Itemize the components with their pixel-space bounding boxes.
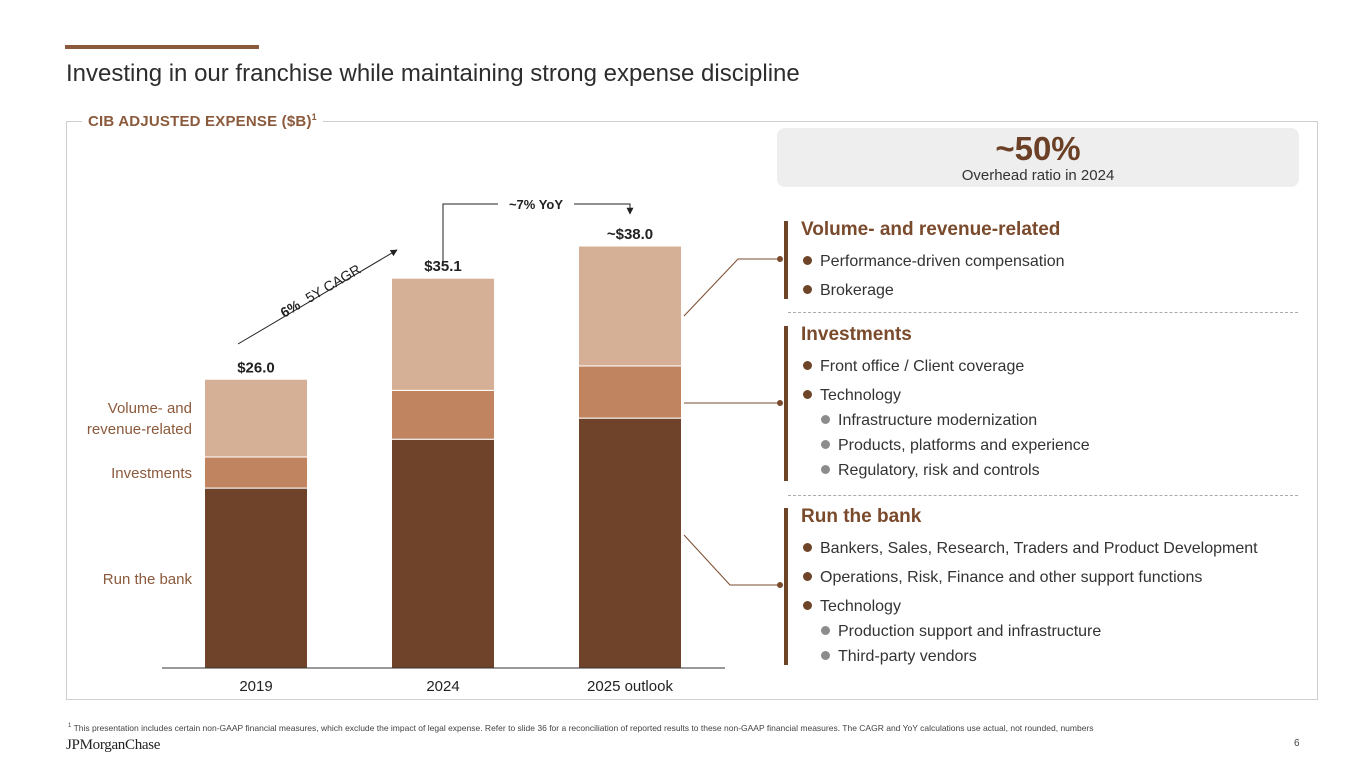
sub-bullet-dot-icon: [821, 440, 830, 449]
bullet-text: Performance-driven compensation: [820, 253, 1065, 270]
footnote-text: This presentation includes certain non-G…: [73, 723, 1094, 733]
sub-bullet-item: Products, platforms and experience: [821, 436, 1090, 456]
cagr-value: 6%: [277, 296, 303, 320]
series-label-run-the-bank: Run the bank: [103, 571, 193, 588]
bar-run-the-bank-2025-outlook: [578, 417, 682, 669]
category-run-the-bank-title: Run the bank: [801, 506, 922, 527]
sub-bullet-dot-icon: [821, 651, 830, 660]
bullet-text: Third-party vendors: [838, 648, 977, 665]
sub-bullet-item: Infrastructure modernization: [821, 411, 1037, 431]
bullet-item: Brokerage: [803, 281, 894, 301]
connector-run-the-bank: [683, 534, 780, 586]
category-volume-rule: [784, 221, 788, 299]
x-tick-label-2025-outlook: 2025 outlook: [587, 678, 673, 695]
bullet-dot-icon: [803, 543, 812, 552]
company-logo: JPMorganChase: [66, 737, 161, 753]
cagr-arrow: [237, 249, 398, 345]
category-volume-title: Volume- and revenue-related: [801, 219, 1061, 240]
category-divider: [788, 312, 1298, 313]
panel-title: CIB ADJUSTED EXPENSE ($B)1: [82, 112, 323, 130]
bullet-dot-icon: [803, 572, 812, 581]
title-accent-bar: [65, 45, 259, 49]
yoy-connector: [442, 203, 630, 262]
connector-volume-dot: [777, 256, 783, 262]
x-tick-label-2024: 2024: [426, 678, 459, 695]
sub-bullet-dot-icon: [821, 465, 830, 474]
total-label-2025-outlook: ~$38.0: [607, 226, 653, 243]
chart-panel: [66, 121, 1318, 700]
bullet-text: Bankers, Sales, Research, Traders and Pr…: [820, 540, 1258, 557]
sub-bullet-item: Production support and infrastructure: [821, 622, 1101, 642]
bullet-item: Performance-driven compensation: [803, 252, 1065, 272]
bullet-text: Regulatory, risk and controls: [838, 462, 1040, 479]
bullet-text: Technology: [820, 387, 901, 404]
page-title: Investing in our franchise while maintai…: [66, 60, 800, 87]
overhead-callout: ~50% Overhead ratio in 2024: [777, 128, 1299, 187]
bar-run-the-bank-2024: [391, 438, 495, 669]
page-number: 6: [1294, 738, 1300, 749]
bullet-dot-icon: [803, 390, 812, 399]
bullet-dot-icon: [803, 285, 812, 294]
bar-volume-and-revenue-related-2024: [391, 277, 495, 391]
footnote-mark: 1: [68, 723, 72, 730]
bullet-text: Infrastructure modernization: [838, 412, 1038, 429]
bullet-dot-icon: [803, 601, 812, 610]
overhead-value: ~50%: [995, 130, 1081, 167]
category-run-the-bank-rule: [784, 508, 788, 665]
bullet-dot-icon: [803, 361, 812, 370]
panel-title-text: CIB ADJUSTED EXPENSE ($B): [88, 113, 312, 130]
footnote: 1 This presentation includes certain non…: [68, 723, 1094, 733]
bullet-text: Production support and infrastructure: [838, 623, 1102, 640]
series-label-volume-line2: revenue-related: [87, 421, 192, 438]
connector-investments-dot: [777, 400, 783, 406]
series-label-investments: Investments: [111, 465, 192, 482]
bullet-item: Technology: [803, 597, 901, 617]
bar-investments-2019: [204, 456, 308, 489]
bullet-text: Products, platforms and experience: [838, 437, 1090, 454]
connector-volume: [683, 258, 780, 317]
category-investments-rule: [784, 326, 788, 481]
sub-bullet-dot-icon: [821, 415, 830, 424]
sub-bullet-item: Third-party vendors: [821, 647, 977, 667]
total-label-2019: $26.0: [237, 359, 275, 376]
bullet-dot-icon: [803, 256, 812, 265]
sub-bullet-item: Regulatory, risk and controls: [821, 461, 1040, 481]
category-investments-title: Investments: [801, 324, 912, 345]
bullet-text: Front office / Client coverage: [820, 358, 1025, 375]
bullet-item: Front office / Client coverage: [803, 357, 1024, 377]
x-tick-label-2019: 2019: [239, 678, 272, 695]
bar-run-the-bank-2019: [204, 487, 308, 669]
cagr-label: 5Y CAGR: [302, 261, 363, 306]
bullet-text: Technology: [820, 598, 901, 615]
series-label-volume-line1: Volume- and: [108, 400, 192, 417]
overhead-caption: Overhead ratio in 2024: [961, 167, 1115, 184]
bar-investments-2025-outlook: [578, 365, 682, 419]
bullet-text: Operations, Risk, Finance and other supp…: [820, 569, 1203, 586]
bar-investments-2024: [391, 389, 495, 440]
category-divider: [788, 495, 1298, 496]
panel-title-footnote-mark: 1: [311, 112, 317, 122]
bullet-item: Technology: [803, 386, 901, 406]
bullet-item: Bankers, Sales, Research, Traders and Pr…: [803, 539, 1258, 559]
bar-volume-and-revenue-related-2019: [204, 378, 308, 458]
bullet-text: Brokerage: [820, 282, 894, 299]
bullet-item: Operations, Risk, Finance and other supp…: [803, 568, 1202, 588]
cagr-annotation: 6% 5Y CAGR: [277, 261, 363, 321]
sub-bullet-dot-icon: [821, 626, 830, 635]
total-label-2024: $35.1: [424, 258, 462, 275]
bar-volume-and-revenue-related-2025-outlook: [578, 245, 682, 367]
yoy-annotation: ~7% YoY: [509, 197, 563, 212]
connector-run-the-bank-dot: [777, 582, 783, 588]
